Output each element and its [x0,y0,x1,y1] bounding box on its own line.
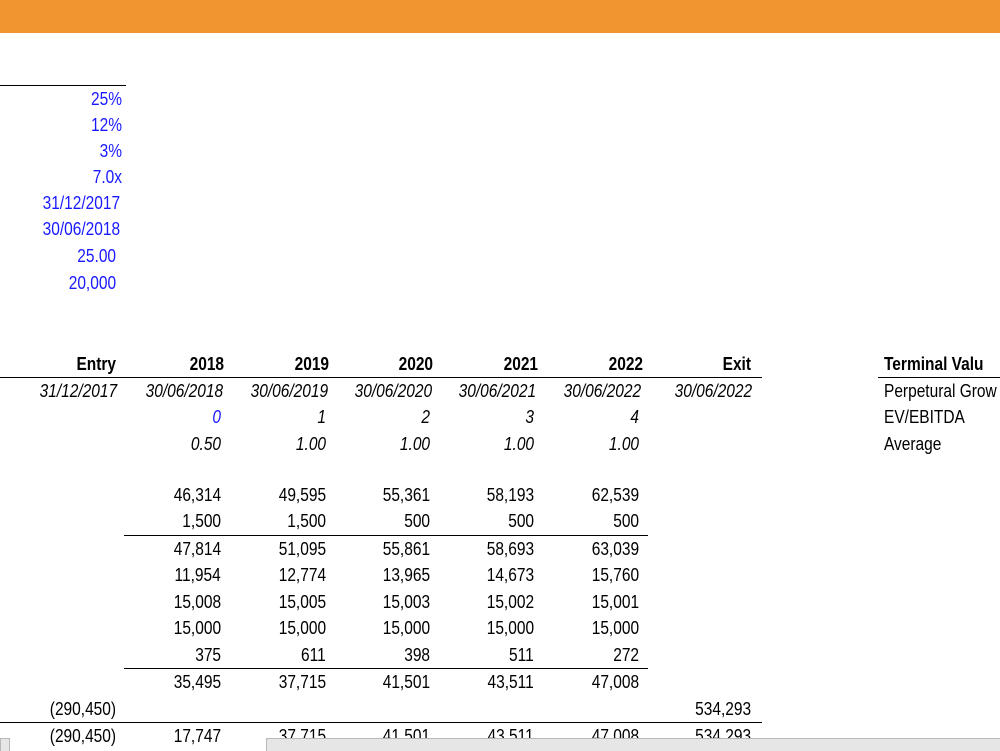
date-cell[interactable]: 30/06/2022 [674,381,752,401]
horizontal-scrollbar-track[interactable] [266,738,1000,751]
horizontal-scrollbar[interactable] [0,738,10,751]
value-cell[interactable]: (290,450) [49,726,116,746]
col-header-2021[interactable]: 2021 [503,354,538,374]
total-border [0,722,762,723]
factor-cell[interactable]: 1.00 [503,434,534,454]
table-header-border [0,377,762,378]
subtotal-border [124,668,648,669]
value-cell[interactable]: 51,095 [278,539,326,559]
value-cell[interactable]: 1,500 [182,511,221,531]
input-cell[interactable]: 3% [99,141,122,161]
value-cell[interactable]: 47,008 [591,672,639,692]
period-cell[interactable]: 4 [630,407,639,427]
value-cell[interactable]: 15,000 [173,618,221,638]
value-cell[interactable]: 15,000 [486,618,534,638]
value-cell[interactable]: 500 [404,511,430,531]
value-cell[interactable]: 15,001 [591,592,639,612]
value-cell[interactable]: 35,495 [173,672,221,692]
value-cell[interactable]: 12,774 [278,565,326,585]
value-cell[interactable]: 58,693 [486,539,534,559]
input-cell[interactable]: 30/06/2018 [42,219,120,239]
factor-cell[interactable]: 1.00 [399,434,430,454]
date-cell[interactable]: 30/06/2018 [145,381,223,401]
subtotal-border [124,535,648,536]
period-cell[interactable]: 1 [317,407,326,427]
factor-cell[interactable]: 1.00 [608,434,639,454]
date-cell[interactable]: 30/06/2022 [563,381,641,401]
input-cell[interactable]: 20,000 [68,273,116,293]
value-cell[interactable]: 14,673 [486,565,534,585]
value-cell[interactable]: 17,747 [173,726,221,746]
value-cell[interactable]: 13,965 [382,565,430,585]
value-cell[interactable]: 272 [613,645,639,665]
value-cell[interactable]: 611 [301,645,326,665]
value-cell[interactable]: 398 [404,645,430,665]
value-cell[interactable]: 15,005 [278,592,326,612]
value-cell[interactable]: (290,450) [49,699,116,719]
value-cell[interactable]: 1,500 [287,511,326,531]
value-cell[interactable]: 46,314 [173,485,221,505]
col-header-exit[interactable]: Exit [722,354,751,374]
value-cell[interactable]: 15,003 [382,592,430,612]
value-cell[interactable]: 500 [613,511,639,531]
value-cell[interactable]: 534,293 [695,699,751,719]
value-cell[interactable]: 43,511 [487,672,534,692]
terminal-header-border [878,377,1000,378]
value-cell[interactable]: 47,814 [173,539,221,559]
value-cell[interactable]: 15,000 [382,618,430,638]
value-cell[interactable]: 63,039 [591,539,639,559]
col-header-2020[interactable]: 2020 [398,354,433,374]
input-cell[interactable]: 31/12/2017 [42,193,120,213]
terminal-item[interactable]: Average [884,434,942,454]
value-cell[interactable]: 11,954 [174,565,221,585]
value-cell[interactable]: 15,002 [486,592,534,612]
value-cell[interactable]: 62,539 [591,485,639,505]
value-cell[interactable]: 15,008 [173,592,221,612]
date-cell[interactable]: 30/06/2021 [458,381,536,401]
factor-cell[interactable]: 0.50 [190,434,221,454]
terminal-value-header[interactable]: Terminal Valu [884,354,984,374]
value-cell[interactable]: 41,501 [382,672,430,692]
input-cell[interactable]: 25.00 [77,246,116,266]
value-cell[interactable]: 55,861 [382,539,430,559]
col-header-entry[interactable]: Entry [76,354,116,374]
date-cell[interactable]: 31/12/2017 [39,381,117,401]
value-cell[interactable]: 37,715 [278,672,326,692]
period-cell[interactable]: 2 [421,407,430,427]
value-cell[interactable]: 15,000 [591,618,639,638]
value-cell[interactable]: 58,193 [486,485,534,505]
period-cell[interactable]: 3 [525,407,534,427]
value-cell[interactable]: 49,595 [278,485,326,505]
value-cell[interactable]: 55,361 [382,485,430,505]
value-cell[interactable]: 15,760 [591,565,639,585]
date-cell[interactable]: 30/06/2020 [354,381,432,401]
value-cell[interactable]: 15,000 [278,618,326,638]
date-cell[interactable]: 30/06/2019 [250,381,328,401]
input-cell[interactable]: 12% [91,115,122,135]
terminal-item[interactable]: Perpetural Grow [884,381,997,401]
input-cell[interactable]: 7.0x [92,167,122,187]
period-cell[interactable]: 0 [212,407,221,427]
header-color-bar [0,0,1000,33]
value-cell[interactable]: 500 [508,511,534,531]
value-cell[interactable]: 375 [195,645,221,665]
value-cell[interactable]: 511 [509,645,534,665]
factor-cell[interactable]: 1.00 [295,434,326,454]
terminal-item[interactable]: EV/EBITDA [884,407,965,427]
col-header-2019[interactable]: 2019 [294,354,329,374]
input-cell[interactable]: 25% [91,89,122,109]
col-header-2022[interactable]: 2022 [608,354,643,374]
inputs-top-border [0,85,126,86]
col-header-2018[interactable]: 2018 [189,354,224,374]
